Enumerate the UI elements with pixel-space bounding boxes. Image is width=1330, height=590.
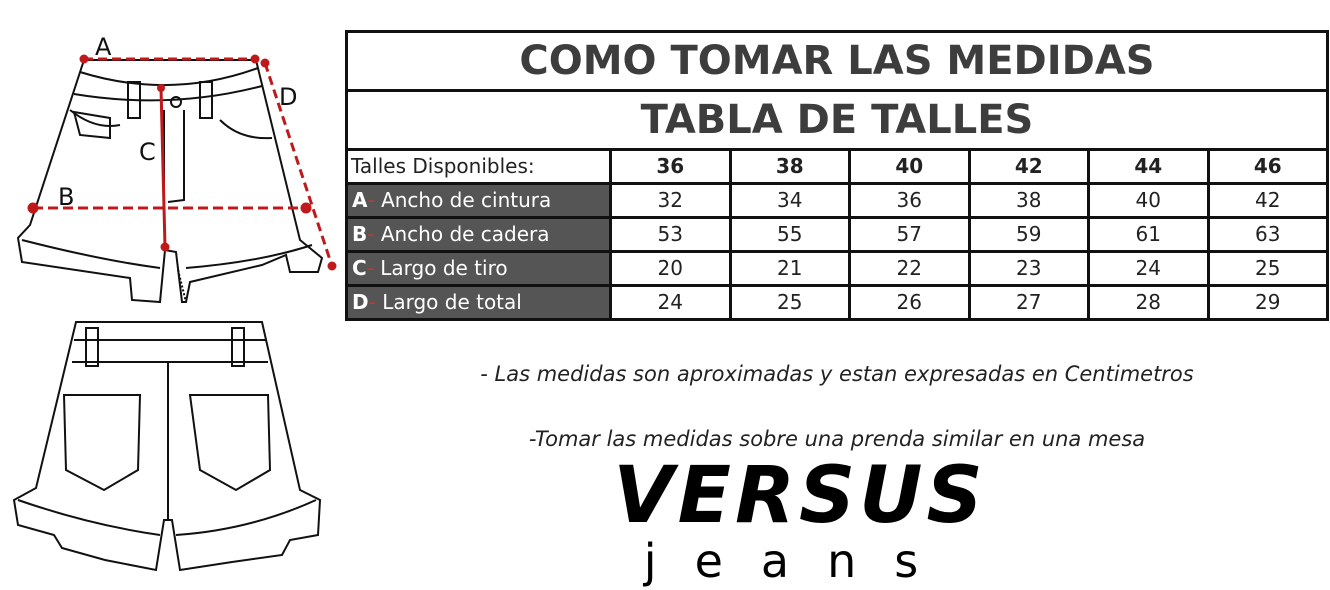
table-cell: 21 — [728, 250, 851, 287]
table-title: COMO TOMAR LAS MEDIDAS — [345, 30, 1329, 92]
table-cell: 53 — [609, 216, 732, 253]
row-label-text: Largo de total — [382, 290, 522, 314]
row-dash: - — [367, 188, 375, 212]
shorts-measurement-diagram: A B C D — [12, 33, 337, 572]
table-cell: 34 — [728, 182, 851, 219]
size-header: 36 — [609, 148, 732, 185]
table-cell: 25 — [728, 284, 851, 321]
table-cell: 59 — [967, 216, 1090, 253]
label-a: A — [95, 33, 112, 61]
table-cell: 20 — [609, 250, 732, 287]
row-label: D- Largo de total — [345, 284, 612, 321]
table-subtitle: TABLA DE TALLES — [345, 89, 1329, 151]
row-dash: - — [368, 290, 376, 314]
front-shorts-drawing — [16, 59, 324, 304]
size-header: 38 — [728, 148, 851, 185]
table-row: C- Largo de tiro 20 21 22 23 24 25 — [345, 250, 1329, 287]
header-row: Talles Disponibles: 36 38 40 42 44 46 — [345, 148, 1329, 185]
table-cell: 38 — [967, 182, 1090, 219]
brand-subtitle: jeans — [643, 534, 957, 588]
table-cell: 42 — [1206, 182, 1329, 219]
table-cell: 24 — [609, 284, 732, 321]
table-cell: 27 — [967, 284, 1090, 321]
label-d: D — [279, 83, 297, 111]
header-label: Talles Disponibles: — [345, 148, 612, 185]
table-row: A- Ancho de cintura 32 34 36 38 40 42 — [345, 182, 1329, 219]
back-shorts-drawing — [12, 321, 322, 572]
table-cell: 63 — [1206, 216, 1329, 253]
row-letter: C — [352, 256, 367, 280]
table-cell: 40 — [1087, 182, 1210, 219]
row-label: C- Largo de tiro — [345, 250, 612, 287]
size-table: COMO TOMAR LAS MEDIDAS TABLA DE TALLES T… — [345, 30, 1329, 321]
table-cell: 36 — [848, 182, 971, 219]
row-label: B- Ancho de cadera — [345, 216, 612, 253]
row-label-text: Ancho de cintura — [381, 188, 552, 212]
row-label: A- Ancho de cintura — [345, 182, 612, 219]
row-letter: D — [352, 290, 369, 314]
size-header: 44 — [1087, 148, 1210, 185]
label-c: C — [139, 138, 156, 166]
table-cell: 28 — [1087, 284, 1210, 321]
table-cell: 29 — [1206, 284, 1329, 321]
table-cell: 23 — [967, 250, 1090, 287]
size-header: 42 — [967, 148, 1090, 185]
table-row: B- Ancho de cadera 53 55 57 59 61 63 — [345, 216, 1329, 253]
row-dash: - — [367, 222, 375, 246]
table-cell: 25 — [1206, 250, 1329, 287]
row-label-text: Largo de tiro — [380, 256, 508, 280]
row-letter: B — [352, 222, 368, 246]
measure-lines — [27, 54, 337, 271]
brand-logo: VERSUS — [613, 451, 987, 541]
row-letter: A — [352, 188, 368, 212]
note-instructions: -Tomar las medidas sobre una prenda simi… — [528, 427, 1146, 451]
label-b: B — [58, 183, 74, 211]
table-row: D- Largo de total 24 25 26 27 28 29 — [345, 284, 1329, 321]
size-header: 46 — [1206, 148, 1329, 185]
row-dash: - — [366, 256, 374, 280]
measure-letters: A B C D — [58, 33, 297, 211]
table-cell: 32 — [609, 182, 732, 219]
table-cell: 24 — [1087, 250, 1210, 287]
table-cell: 61 — [1087, 216, 1210, 253]
table-cell: 57 — [848, 216, 971, 253]
table-cell: 26 — [848, 284, 971, 321]
table-cell: 22 — [848, 250, 971, 287]
table-cell: 55 — [728, 216, 851, 253]
row-label-text: Ancho de cadera — [380, 222, 550, 246]
note-measurements: - Las medidas son aproximadas y estan ex… — [480, 362, 1194, 386]
size-header: 40 — [848, 148, 971, 185]
